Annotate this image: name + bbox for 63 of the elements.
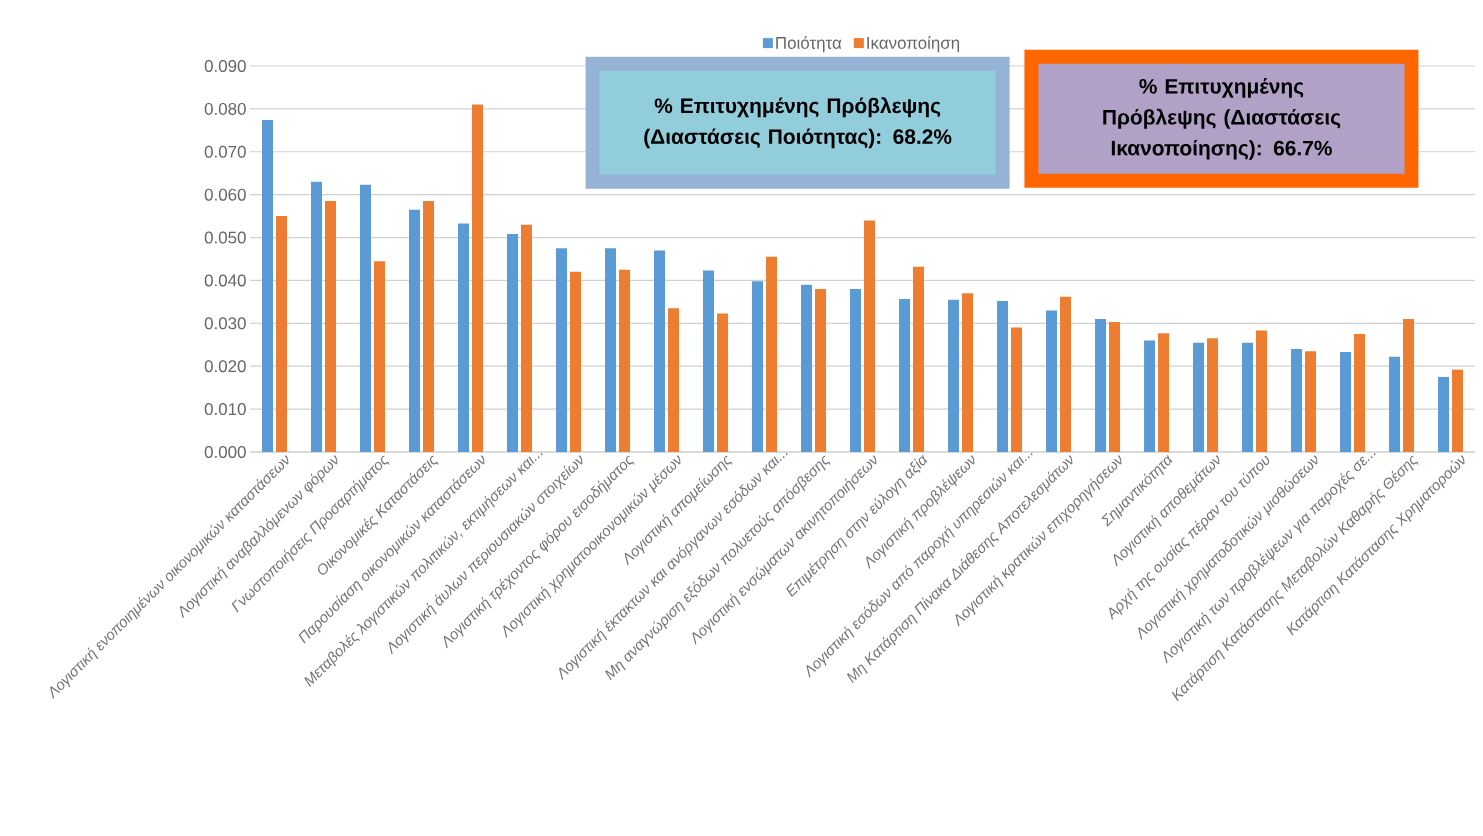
- bar: [1095, 319, 1107, 452]
- bar: [619, 269, 631, 452]
- bar: [1144, 340, 1156, 452]
- y-tick-label: 0.050: [204, 231, 246, 244]
- bar: [1340, 352, 1352, 452]
- y-tick-label: 0.070: [204, 145, 246, 158]
- bar: [815, 289, 827, 452]
- bar: [1354, 334, 1366, 452]
- bar: [1060, 296, 1072, 452]
- bar: [409, 209, 421, 452]
- bar: [752, 281, 764, 452]
- y-tick-label: 0.040: [204, 274, 246, 287]
- bar: [962, 293, 974, 452]
- bar: [325, 201, 337, 452]
- y-tick-label: 0.020: [204, 360, 246, 373]
- bar: [1403, 319, 1415, 452]
- bar: [1291, 349, 1303, 452]
- bar: [1452, 369, 1464, 452]
- y-tick-label: 0.080: [204, 102, 246, 115]
- y-tick-label: 0.030: [204, 317, 246, 330]
- bar: [1438, 376, 1450, 452]
- bar: [801, 284, 813, 452]
- bar: [1109, 322, 1121, 452]
- bar: [766, 256, 778, 452]
- bar: [521, 224, 533, 452]
- bar: [472, 104, 484, 452]
- bar: [1193, 342, 1205, 452]
- bar: [458, 223, 470, 452]
- y-tick-label: 0.010: [204, 403, 246, 416]
- bar: [1389, 356, 1401, 452]
- bar: [717, 313, 729, 452]
- bar: [276, 216, 287, 452]
- bar: [1207, 338, 1219, 452]
- bar: [374, 261, 386, 452]
- bar: [570, 271, 582, 452]
- bar: [556, 248, 568, 452]
- bar: [864, 220, 876, 452]
- bar: [1158, 333, 1170, 452]
- bar: [1046, 310, 1058, 452]
- bar: [507, 234, 519, 452]
- annotation: % Επιτυχημένης Πρόβλεψης (Διαστάσεις Ικανοποίησης): 66.7%: [1103, 78, 1341, 160]
- bar: [997, 301, 1009, 452]
- bar: [360, 184, 372, 452]
- bar: [605, 248, 617, 452]
- bar: [1011, 327, 1023, 452]
- bar: [913, 266, 925, 452]
- bar: [262, 120, 273, 452]
- bar: [654, 250, 666, 452]
- bar: [1242, 342, 1254, 452]
- bar: [1256, 330, 1268, 452]
- legend-label: Ποιότητα: [776, 35, 842, 53]
- bar: [311, 181, 322, 452]
- y-tick-label: 0.060: [204, 188, 246, 201]
- legend-label: Ικανοποίηση: [867, 35, 960, 53]
- y-tick-label: 0.090: [204, 59, 246, 72]
- annotation: % Επιτυχημένης Πρόβλεψης (Διαστάσεις Ποιότητας): 68.2%: [644, 97, 952, 149]
- bar: [850, 289, 862, 452]
- bar: [1305, 351, 1317, 452]
- bar: [948, 299, 960, 452]
- bar: [668, 308, 680, 452]
- bar: [423, 201, 435, 452]
- bar: [899, 298, 911, 452]
- bar: [703, 270, 715, 452]
